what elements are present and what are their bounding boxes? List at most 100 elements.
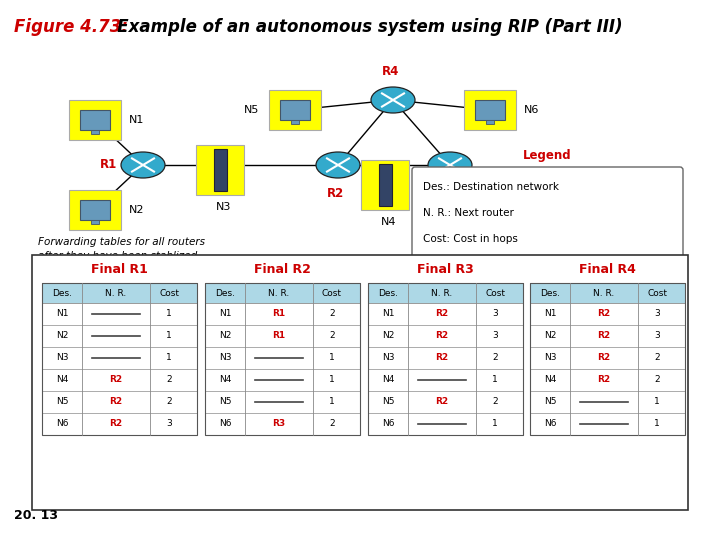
Text: 2: 2 <box>166 397 172 407</box>
Text: R2: R2 <box>328 187 345 200</box>
Text: R1: R1 <box>100 159 117 172</box>
Text: 1: 1 <box>166 309 172 319</box>
Text: Final R2: Final R2 <box>254 263 311 276</box>
Text: 1: 1 <box>329 375 335 384</box>
Text: N. R.: Next router: N. R.: Next router <box>423 208 514 218</box>
Text: Des.: Des. <box>378 288 398 298</box>
Text: N5: N5 <box>544 397 557 407</box>
Ellipse shape <box>316 152 360 178</box>
Text: Figure 4.73:: Figure 4.73: <box>14 18 128 36</box>
FancyBboxPatch shape <box>412 167 683 263</box>
Text: 3: 3 <box>654 309 660 319</box>
Ellipse shape <box>371 87 415 113</box>
Text: N3: N3 <box>216 202 232 212</box>
Text: N5: N5 <box>219 397 231 407</box>
Bar <box>530 283 685 435</box>
Text: R2: R2 <box>598 332 611 341</box>
Text: N1: N1 <box>544 309 557 319</box>
Text: R3: R3 <box>272 420 286 429</box>
Text: Cost: Cost <box>322 288 342 298</box>
Text: 3: 3 <box>654 332 660 341</box>
Bar <box>368 413 523 435</box>
Text: 2: 2 <box>654 375 660 384</box>
Bar <box>269 90 321 130</box>
Text: N4: N4 <box>382 217 397 227</box>
Bar <box>464 90 516 130</box>
Bar <box>42 283 197 435</box>
Text: N6: N6 <box>219 420 231 429</box>
Bar <box>205 325 360 347</box>
Bar <box>205 283 360 435</box>
Text: 1: 1 <box>329 354 335 362</box>
Text: N5: N5 <box>55 397 68 407</box>
Text: 2: 2 <box>492 354 498 362</box>
Bar <box>91 130 99 134</box>
Text: R2: R2 <box>109 397 122 407</box>
Text: R3: R3 <box>446 187 463 200</box>
Ellipse shape <box>428 152 472 178</box>
Bar <box>280 100 310 120</box>
Text: 2: 2 <box>492 397 498 407</box>
Text: Des.: Des. <box>215 288 235 298</box>
Text: Cost: Cost <box>485 288 505 298</box>
Text: R2: R2 <box>598 354 611 362</box>
Bar <box>42 283 197 303</box>
Text: R2: R2 <box>109 420 122 429</box>
Bar <box>530 413 685 435</box>
Text: after they have been stablized: after they have been stablized <box>38 251 197 261</box>
Text: R1: R1 <box>272 309 286 319</box>
Bar <box>205 369 360 391</box>
Text: R2: R2 <box>436 354 449 362</box>
Text: N1: N1 <box>55 309 68 319</box>
Text: 2: 2 <box>166 375 172 384</box>
Bar <box>530 369 685 391</box>
Text: N2: N2 <box>56 332 68 341</box>
Bar <box>475 100 505 120</box>
Text: Cost: Cost in hops: Cost: Cost in hops <box>423 234 518 244</box>
Text: N2: N2 <box>544 332 556 341</box>
Bar <box>69 190 121 230</box>
Ellipse shape <box>121 152 165 178</box>
Bar <box>530 283 685 303</box>
Text: R4: R4 <box>382 65 400 78</box>
Text: N2: N2 <box>129 205 145 215</box>
Text: N4: N4 <box>544 375 556 384</box>
Bar <box>379 164 392 206</box>
Bar <box>91 220 99 224</box>
Bar <box>205 413 360 435</box>
Text: 20. 13: 20. 13 <box>14 509 58 522</box>
Text: N3: N3 <box>219 354 231 362</box>
Text: N4: N4 <box>382 375 394 384</box>
Text: N5: N5 <box>382 397 395 407</box>
Text: N2: N2 <box>219 332 231 341</box>
Bar <box>368 391 523 413</box>
Text: 2: 2 <box>329 332 335 341</box>
Text: Des.: Destination network: Des.: Destination network <box>423 182 559 192</box>
Text: 1: 1 <box>166 354 172 362</box>
Bar <box>368 325 523 347</box>
Bar <box>530 391 685 413</box>
Bar <box>368 283 523 303</box>
Text: Des.: Des. <box>540 288 560 298</box>
Text: 1: 1 <box>492 420 498 429</box>
Text: Cost: Cost <box>159 288 179 298</box>
Text: R2: R2 <box>109 375 122 384</box>
Bar <box>80 110 110 130</box>
Text: R1: R1 <box>272 332 286 341</box>
Bar <box>368 369 523 391</box>
Bar <box>530 347 685 369</box>
Bar <box>291 120 299 124</box>
Bar <box>205 303 360 325</box>
Text: 3: 3 <box>492 332 498 341</box>
Text: 3: 3 <box>166 420 172 429</box>
Text: 2: 2 <box>654 354 660 362</box>
Text: N. R.: N. R. <box>105 288 127 298</box>
Text: N4: N4 <box>56 375 68 384</box>
Bar <box>42 391 197 413</box>
Text: N. R.: N. R. <box>269 288 289 298</box>
Bar <box>205 391 360 413</box>
Text: 2: 2 <box>329 420 335 429</box>
Bar <box>69 100 121 140</box>
Bar <box>361 160 409 210</box>
Text: N3: N3 <box>544 354 557 362</box>
